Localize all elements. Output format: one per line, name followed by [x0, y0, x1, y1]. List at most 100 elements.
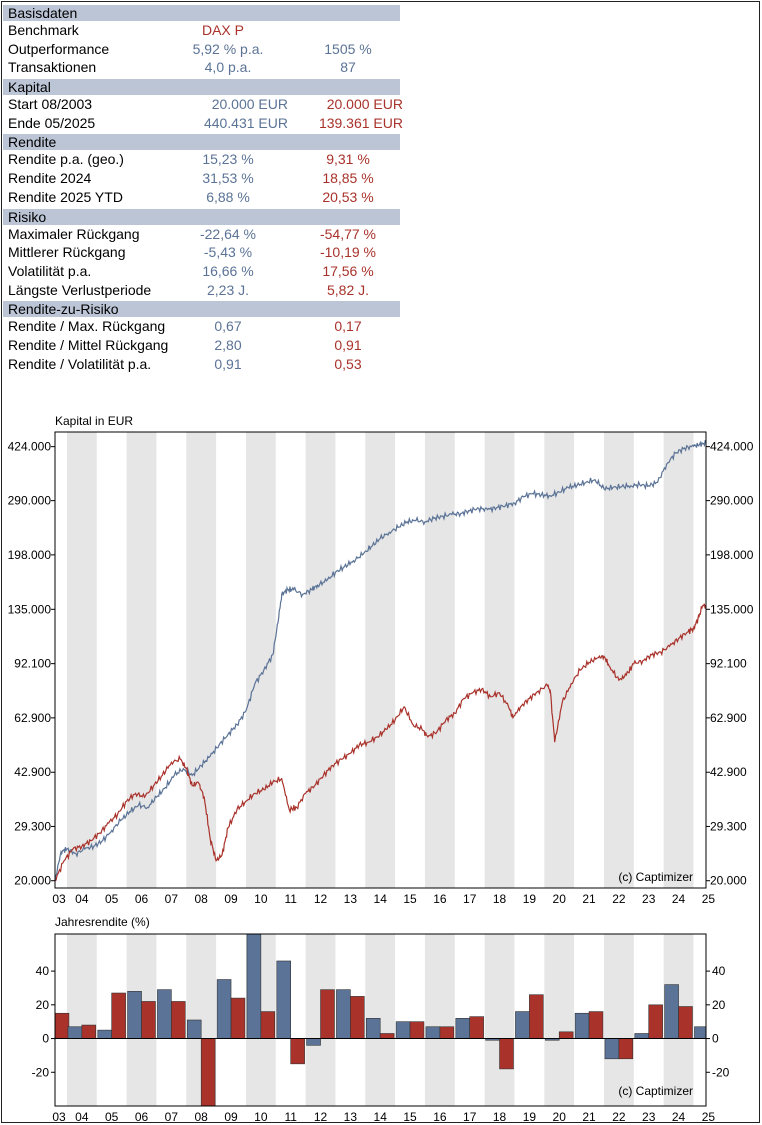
stat-value-benchmark: 20.000 EUR [326, 96, 403, 113]
x-tick-label: 17 [463, 892, 477, 906]
y-tick-label-left: 40 [36, 964, 50, 978]
x-tick-label: 03 [52, 1110, 66, 1124]
bar-strategy [216, 979, 232, 1039]
bar-strategy [67, 1026, 83, 1039]
x-tick-label: 21 [582, 892, 596, 906]
stat-row: Transaktionen 4,0 p.a. 87 [3, 58, 400, 77]
stat-value-benchmark: 0,53 [334, 355, 362, 372]
x-tick-label: 20 [553, 1110, 567, 1124]
stat-row: Mittlerer Rückgang -5,43 % -10,19 % [3, 243, 400, 262]
x-tick-label: 06 [135, 892, 149, 906]
stat-row: Längste Verlustperiode 2,23 J. 5,82 J. [3, 281, 400, 300]
bar-strategy [395, 1021, 411, 1039]
y-tick-label-left: 20.000 [14, 874, 51, 888]
stat-value-benchmark: 87 [340, 59, 356, 76]
bar-benchmark [379, 1033, 395, 1039]
bar-benchmark [200, 1038, 216, 1107]
stat-label: Volatilität p.a. [8, 262, 92, 279]
stat-value-benchmark: 139.361 EUR [318, 114, 403, 131]
x-tick-label: 17 [463, 1110, 477, 1124]
section-header-basisdaten: Basisdaten [3, 5, 400, 21]
x-tick-label: 24 [672, 892, 686, 906]
bar-benchmark [141, 1001, 156, 1039]
stat-value-benchmark: 20,53 % [322, 188, 374, 205]
stat-row: Benchmark DAX P [3, 21, 400, 40]
section-header-rendite: Rendite [3, 134, 400, 151]
stat-label: Maximaler Rückgang [8, 225, 140, 242]
line-chart [51, 431, 710, 889]
y-tick-label-right: 62.900 [710, 711, 747, 725]
bar-chart-watermark: (c) Captimizer [618, 1084, 693, 1098]
x-tick-label: 19 [523, 892, 537, 906]
year-shade [186, 432, 217, 888]
stat-value-benchmark: -54,77 % [319, 225, 377, 242]
bar-strategy [634, 1033, 650, 1039]
stat-label: Rendite 2025 YTD [8, 188, 123, 205]
year-shade [126, 432, 157, 888]
stat-label: Benchmark [8, 22, 79, 38]
stat-row: Rendite / Max. Rückgang 0,67 0,17 [3, 317, 400, 336]
stat-label: Ende 05/2025 [8, 114, 96, 131]
bar-chart: -20 -20 0 0 20 20 40 40 [32, 933, 730, 1107]
stat-value-strategy: 16,66 % [202, 262, 254, 279]
y-tick-label-left: 135.000 [8, 602, 52, 616]
bar-benchmark [350, 996, 365, 1039]
stat-row: Ende 05/2025 440.431 EUR 139.361 EUR [3, 114, 403, 133]
x-tick-label: 09 [224, 1110, 238, 1124]
y-tick-label-right: 29.300 [710, 819, 747, 833]
x-tick-label: 04 [75, 892, 89, 906]
x-tick-label: 05 [105, 892, 119, 906]
stat-row: Maximaler Rückgang -22,64 % -54,77 % [3, 225, 400, 244]
x-tick-label: 25 [702, 1110, 716, 1124]
stat-value-benchmark: 9,31 % [326, 151, 370, 168]
bar-strategy [365, 1018, 381, 1039]
x-tick-label: 19 [523, 1110, 537, 1124]
stat-row: Rendite / Volatilität p.a. 0,91 0,53 [3, 355, 400, 374]
stat-value-benchmark: 1505 % [324, 40, 372, 57]
stat-value-strategy: 2,80 [214, 336, 242, 353]
bar-strategy [97, 1029, 112, 1039]
bar-benchmark [469, 1016, 484, 1039]
x-tick-label: 23 [642, 1110, 656, 1124]
x-tick-label: 08 [195, 1110, 209, 1124]
x-tick-label: 15 [403, 892, 417, 906]
x-tick-label: 23 [642, 892, 656, 906]
x-tick-label: 22 [612, 892, 626, 906]
line-chart-watermark: (c) Captimizer [618, 870, 693, 884]
y-tick-label-left: 198.000 [8, 548, 52, 562]
x-tick-label: 22 [612, 1110, 626, 1124]
stat-row: Rendite 2025 YTD 6,88 % 20,53 % [3, 188, 400, 207]
y-tick-label-left: 290.000 [8, 494, 52, 508]
stat-value-benchmark: 0,91 [334, 336, 362, 353]
section-header-risiko: Risiko [3, 208, 400, 225]
x-tick-label: 15 [403, 1110, 417, 1124]
stat-label: Outperformance [8, 40, 110, 57]
stat-value-strategy: 4,0 p.a. [204, 59, 252, 76]
x-tick-label: 06 [135, 1110, 149, 1124]
bar-benchmark [439, 1026, 455, 1039]
stat-label: Rendite / Mittel Rückgang [8, 336, 169, 353]
bar-strategy [336, 989, 351, 1039]
bar-strategy [515, 1011, 530, 1039]
series-line-benchmark [54, 603, 707, 882]
bar-strategy [306, 1038, 321, 1046]
bar-benchmark [111, 992, 126, 1039]
x-tick-label: 18 [493, 1110, 507, 1124]
x-tick-label: 24 [672, 1110, 686, 1124]
y-tick-label-left: 20 [36, 998, 50, 1012]
x-tick-label: 04 [75, 1110, 89, 1124]
stat-label: Transaktionen [8, 59, 97, 76]
stat-row: Outperformance 5,92 % p.a. 1505 % [3, 40, 400, 59]
bar-benchmark [678, 1006, 693, 1039]
y-tick-label-left: 42.900 [14, 765, 51, 779]
bar-strategy [455, 1018, 471, 1039]
x-tick-label: 12 [314, 892, 328, 906]
bar-benchmark [529, 994, 544, 1039]
y-tick-label-right: 290.000 [710, 494, 754, 508]
bar-strategy [694, 1026, 707, 1039]
y-tick-label-right: 424.000 [710, 440, 754, 454]
stat-label: Rendite p.a. (geo.) [8, 151, 124, 168]
section-header-rendite-zu-risiko: Rendite-zu-Risiko [3, 301, 400, 318]
y-tick-label-right: 20 [712, 998, 726, 1012]
